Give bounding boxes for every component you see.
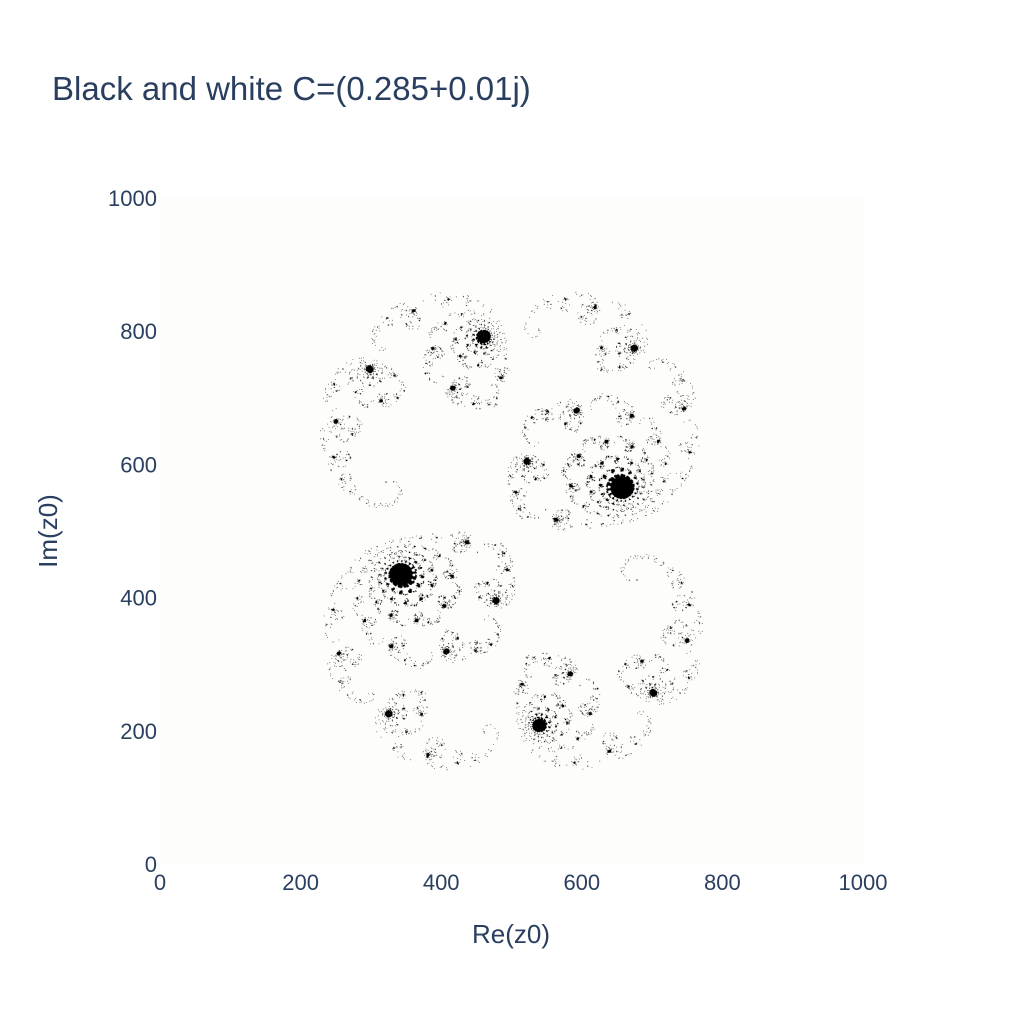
x-tick-label: 800	[704, 870, 741, 895]
y-axis-title: Im(z0)	[33, 494, 63, 568]
y-tick-label: 600	[120, 452, 157, 477]
y-tick-label: 400	[120, 586, 157, 611]
x-axis-title: Re(z0)	[472, 919, 550, 949]
x-tick-label: 200	[282, 870, 319, 895]
y-tick-label: 0	[145, 852, 157, 877]
x-tick-label: 1000	[839, 870, 888, 895]
julia-set-heatmap	[160, 198, 863, 864]
y-axis-ticks: 0 200 400 600 800 1000	[108, 186, 157, 877]
y-tick-label: 800	[120, 319, 157, 344]
x-tick-label: 0	[154, 870, 166, 895]
chart-title: Black and white C=(0.285+0.01j)	[52, 70, 531, 107]
x-tick-label: 600	[563, 870, 600, 895]
x-axis-ticks: 0 200 400 600 800 1000	[154, 870, 888, 895]
y-tick-label: 200	[120, 719, 157, 744]
y-tick-label: 1000	[108, 186, 157, 211]
x-tick-label: 400	[423, 870, 460, 895]
